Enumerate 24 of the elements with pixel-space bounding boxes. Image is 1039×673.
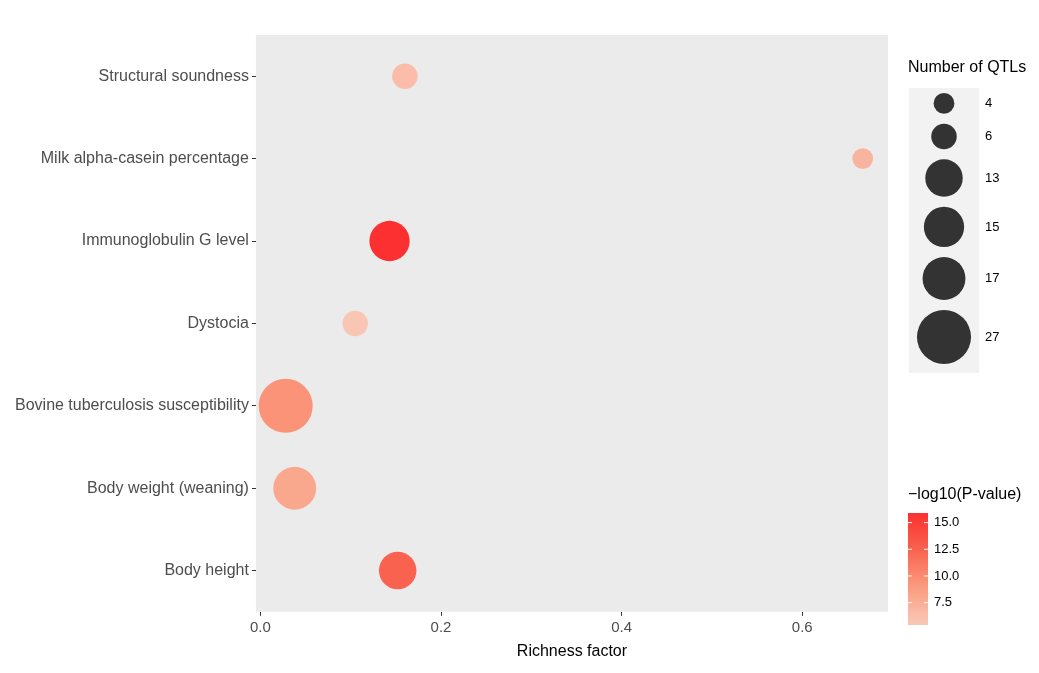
x-axis-title: Richness factor: [516, 641, 628, 659]
y-tick-label: Milk alpha-casein percentage: [40, 149, 249, 167]
y-tick-label: Body weight (weaning): [87, 478, 249, 496]
color-bar-title: −log10(P-value): [908, 485, 1022, 503]
x-tick-label: 0.2: [430, 617, 452, 635]
x-tick-label: 0.6: [791, 617, 813, 635]
color-bar-label: 10.0: [934, 567, 960, 583]
legend-label: 4: [985, 95, 993, 110]
color-bar-label: 15.0: [934, 514, 960, 530]
y-tick-label: Bovine tuberculosis susceptibility: [15, 396, 249, 414]
legend-label: 15: [985, 218, 1000, 234]
legend-label: 17: [985, 270, 1000, 286]
y-tick-label: Body height: [164, 561, 250, 579]
color-bar-label: 12.5: [934, 540, 960, 556]
x-tick-label: 0.4: [611, 617, 633, 635]
legend-label: 13: [985, 169, 1000, 185]
color-bar-label: 7.5: [934, 594, 953, 610]
legend-label: 6: [985, 128, 993, 144]
y-tick-label: Immunoglobulin G level: [81, 231, 249, 249]
y-tick-label: Dystocia: [187, 313, 249, 331]
legend-title: Number of QTLs: [908, 58, 1027, 76]
legend-label: 27: [985, 328, 1000, 344]
y-tick-label: Structural soundness: [98, 66, 249, 84]
x-tick-label: 0.0: [249, 617, 271, 635]
